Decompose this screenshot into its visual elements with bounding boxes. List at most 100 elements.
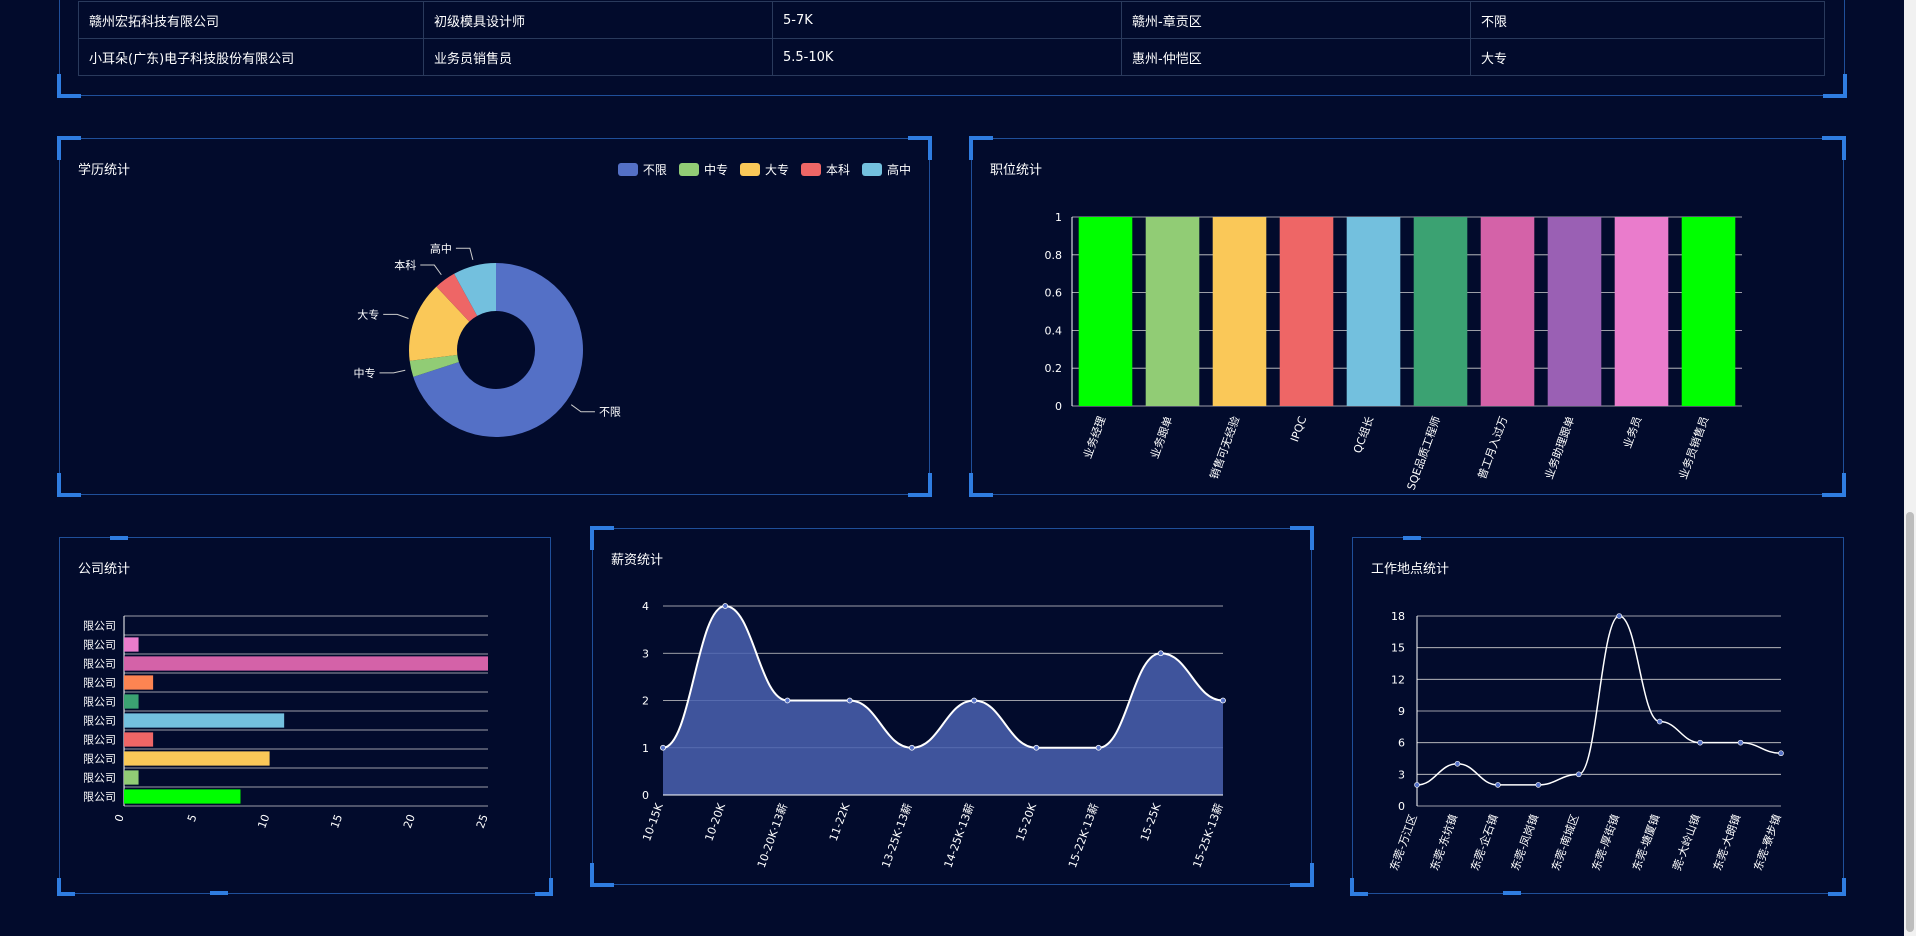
table-cell: 大专 <box>1470 38 1825 76</box>
corner-decoration <box>590 526 614 550</box>
x-tick-label: 业务员 <box>1621 415 1645 450</box>
table-cell: 小耳朵(广东)电子科技股份有限公司 <box>78 38 424 76</box>
data-point <box>660 744 666 751</box>
x-tick-label: 东莞-东坑镇 <box>1427 812 1460 872</box>
table-cell: 5.5-10K <box>772 38 1122 76</box>
table-row[interactable]: 赣州宏拓科技有限公司 初级模具设计师 5-7K 赣州-章贡区 不限 <box>78 1 1825 39</box>
panel-title: 职位统计 <box>990 163 1043 178</box>
legend-label: 高中 <box>886 163 911 177</box>
table-cell: 不限 <box>1470 1 1825 39</box>
bar <box>1078 217 1133 406</box>
corner-decoration <box>1350 878 1368 896</box>
pie-label: 大专 <box>357 307 379 321</box>
legend-item[interactable]: 不限 <box>617 161 667 178</box>
x-tick-label: 东莞-大朗镇 <box>1710 812 1743 872</box>
panel-title: 公司统计 <box>78 562 131 577</box>
panel-title: 薪资统计 <box>611 553 664 568</box>
edge-decoration <box>1503 891 1521 895</box>
corner-decoration <box>57 878 75 896</box>
data-point <box>722 603 729 609</box>
legend-item[interactable]: 中专 <box>678 161 728 178</box>
page-scrollbar[interactable] <box>1904 0 1916 936</box>
x-tick-label: 10-15K <box>640 801 666 843</box>
x-tick-label: 东莞-厚街镇 <box>1589 812 1622 872</box>
x-tick-label: 15-25K <box>1138 801 1164 843</box>
panel-title: 工作地点统计 <box>1371 562 1450 577</box>
y-tick-label: 限公司 <box>83 658 116 671</box>
y-tick-label: 0.4 <box>1045 324 1063 337</box>
y-tick-label: 3 <box>1398 768 1405 781</box>
data-point <box>1656 718 1663 725</box>
legend-item[interactable]: 本科 <box>800 161 850 178</box>
x-tick-label: 东莞-塘厦镇 <box>1629 812 1662 872</box>
y-tick-label: 限公司 <box>83 677 116 690</box>
bar <box>1279 217 1334 406</box>
corner-decoration <box>1290 526 1314 550</box>
corner-decoration <box>1828 878 1846 896</box>
data-point <box>1454 760 1461 767</box>
pie-slice <box>454 263 496 316</box>
legend-label: 不限 <box>642 163 667 177</box>
legend-item[interactable]: 大专 <box>739 161 789 178</box>
corner-decoration <box>1822 136 1846 160</box>
bar <box>1614 217 1669 406</box>
x-tick-label: SQE品质工程师 <box>1405 415 1444 492</box>
y-tick-label: 限公司 <box>83 734 116 747</box>
panel-title: 学历统计 <box>78 163 131 178</box>
legend-label: 大专 <box>764 163 789 177</box>
table-cell: 赣州宏拓科技有限公司 <box>78 1 424 39</box>
pie-label: 不限 <box>599 406 621 419</box>
y-tick-label: 3 <box>642 647 649 660</box>
y-tick-label: 限公司 <box>83 620 116 633</box>
x-tick-label: 普工月入过万 <box>1475 414 1511 481</box>
x-tick-label: 东莞-寮步镇 <box>1750 812 1783 872</box>
data-point <box>1575 771 1582 778</box>
x-tick-label: 25 <box>474 813 491 831</box>
legend-item[interactable]: 高中 <box>861 161 911 178</box>
legend-swatch <box>861 163 882 176</box>
legend-label: 本科 <box>825 163 850 177</box>
y-tick-label: 2 <box>642 695 649 708</box>
x-tick-label: 11-22K <box>827 801 853 843</box>
job-table: 赣州宏拓科技有限公司 初级模具设计师 5-7K 赣州-章贡区 不限 小耳朵(广东… <box>78 1 1825 76</box>
data-point <box>1697 739 1703 746</box>
table-cell: 赣州-章贡区 <box>1121 1 1471 39</box>
pie-slice <box>409 354 459 377</box>
y-tick-label: 0 <box>1398 800 1405 813</box>
pie-label: 中专 <box>354 366 376 380</box>
bar <box>124 694 139 709</box>
pie-slice <box>436 273 478 322</box>
bar <box>124 770 139 785</box>
edge-decoration <box>1403 536 1421 540</box>
x-tick-label: 莞-大岭山镇 <box>1670 812 1703 872</box>
y-tick-label: 6 <box>1398 737 1405 750</box>
scrollbar-thumb[interactable] <box>1906 512 1914 932</box>
corner-decoration <box>57 136 81 160</box>
x-tick-label: 业务经理 <box>1081 415 1108 461</box>
y-tick-label: 9 <box>1398 705 1405 718</box>
data-point <box>908 744 915 751</box>
table-row[interactable]: 小耳朵(广东)电子科技股份有限公司 业务员销售员 5.5-10K 惠州-仲恺区 … <box>78 38 1825 76</box>
x-tick-label: 10-20K <box>702 801 728 843</box>
bar <box>1346 217 1401 406</box>
y-tick-label: 0.8 <box>1045 249 1063 262</box>
position-bar-chart: 0 0.2 0.4 0.6 0.8 1 业务经理 业务跟单 销售可无经验 IPQC QC组长 SQE品… <box>1045 211 1742 492</box>
x-tick-label: 东莞-凤岗镇 <box>1508 812 1541 872</box>
y-tick-label: 限公司 <box>83 639 116 652</box>
bar <box>124 789 241 804</box>
edge-decoration <box>210 891 228 895</box>
y-tick-label: 限公司 <box>83 791 116 804</box>
pie-label-line <box>570 404 595 413</box>
corner-decoration <box>969 136 993 160</box>
y-tick-label: 限公司 <box>83 715 116 728</box>
pie-label: 本科 <box>394 258 416 272</box>
x-tick-label: 东莞-万江区 <box>1387 813 1419 873</box>
y-tick-label: 12 <box>1391 673 1405 686</box>
edge-decoration <box>110 536 128 540</box>
data-point <box>971 697 978 704</box>
bar <box>1145 217 1200 406</box>
x-tick-label: IPQC <box>1288 414 1309 443</box>
legend-swatch <box>678 163 699 176</box>
